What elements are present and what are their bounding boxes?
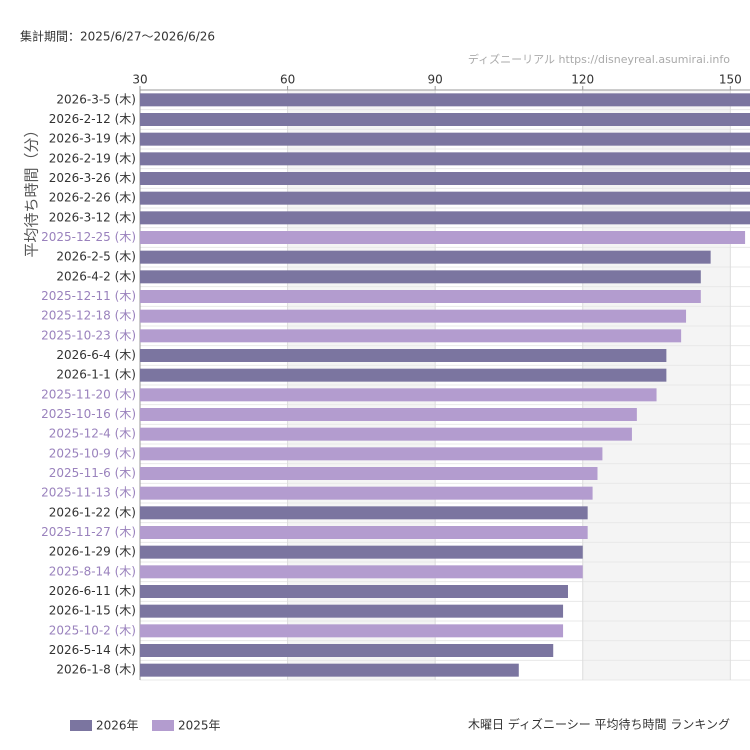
- caption: 木曜日 ディズニーシー 平均待ち時間 ランキング: [468, 717, 730, 732]
- bar: [140, 565, 583, 579]
- bar: [140, 663, 519, 677]
- y-tick-label: 2025-10-2 (木): [49, 623, 136, 637]
- y-tick-label: 2025-11-13 (木): [41, 486, 136, 500]
- source: ディズニーリアル https://disneyreal.asumirai.inf…: [468, 52, 730, 66]
- bar: [140, 526, 588, 539]
- bar: [140, 231, 746, 244]
- bar: [140, 132, 750, 146]
- y-tick-label: 2026-1-22 (木): [49, 505, 136, 519]
- x-tick-label: 150: [719, 73, 742, 87]
- y-axis-label: 平均待ち時間（分）: [23, 122, 41, 257]
- y-tick-label: 2026-1-29 (木): [49, 545, 136, 559]
- bar: [140, 467, 598, 480]
- bar: [140, 486, 593, 500]
- y-tick-label: 2025-12-4 (木): [49, 427, 136, 441]
- y-tick-label: 2025-12-11 (木): [41, 289, 136, 303]
- y-tick-label: 2026-1-1 (木): [56, 368, 136, 382]
- y-tick-label: 2025-12-25 (木): [41, 230, 136, 244]
- bar: [140, 408, 637, 421]
- y-tick-label: 2025-11-27 (木): [41, 525, 136, 539]
- bar: [140, 191, 750, 205]
- bar: [140, 290, 701, 303]
- y-tick-label: 2025-11-20 (木): [41, 387, 136, 401]
- bar: [140, 585, 568, 598]
- bar: [140, 309, 687, 323]
- bar: [140, 172, 750, 185]
- x-tick-label: 60: [280, 73, 295, 87]
- bar: [140, 329, 682, 343]
- y-tick-label: 2026-1-15 (木): [49, 604, 136, 618]
- bar: [140, 447, 603, 461]
- legend-label: 2026年: [96, 719, 139, 733]
- bar: [140, 506, 588, 520]
- y-tick-label: 2026-1-8 (木): [56, 663, 136, 677]
- y-tick-label: 2025-11-6 (木): [49, 466, 136, 480]
- y-tick-label: 2026-2-12 (木): [49, 112, 136, 126]
- y-tick-label: 2026-3-5 (木): [56, 92, 136, 106]
- y-tick-label: 2026-3-26 (木): [49, 171, 136, 185]
- y-tick-label: 2025-8-14 (木): [49, 564, 136, 578]
- bar: [140, 624, 564, 638]
- bar: [140, 349, 667, 362]
- bar: [140, 152, 750, 166]
- y-tick-label: 2026-6-4 (木): [56, 348, 136, 362]
- bars: [140, 93, 750, 677]
- bar: [140, 211, 750, 225]
- period: 集計期間：2025/6/27〜2026/6/26: [20, 29, 215, 44]
- legend-swatch: [70, 720, 92, 731]
- y-tick-label: 2026-5-14 (木): [49, 643, 136, 657]
- y-tick-label: 2025-10-16 (木): [41, 407, 136, 421]
- y-tick-label: 2026-2-5 (木): [56, 250, 136, 264]
- y-tick-label: 2026-2-26 (木): [49, 191, 136, 205]
- y-tick-label: 2026-3-12 (木): [49, 210, 136, 224]
- bar: [140, 113, 750, 126]
- y-tick-label: 2025-12-18 (木): [41, 309, 136, 323]
- bar: [140, 388, 657, 402]
- bar: [140, 545, 583, 559]
- legend-label: 2025年: [178, 719, 221, 733]
- x-tick-label: 120: [571, 73, 594, 87]
- bar: [140, 604, 564, 618]
- x-tick-label: 30: [132, 73, 147, 87]
- x-tick-label: 90: [428, 73, 443, 87]
- y-tick-label: 2026-4-2 (木): [56, 269, 136, 283]
- bar: [140, 270, 701, 284]
- legend-swatch: [152, 720, 174, 731]
- bar: [140, 250, 711, 264]
- y-tick-label: 2025-10-23 (木): [41, 328, 136, 342]
- y-tick-label: 2026-3-19 (木): [49, 132, 136, 146]
- y-tick-label: 2026-2-19 (木): [49, 151, 136, 165]
- y-tick-label: 2026-6-11 (木): [49, 584, 136, 598]
- bar: [140, 427, 632, 441]
- y-tick-label: 2025-10-9 (木): [49, 446, 136, 460]
- bar: [140, 368, 667, 382]
- bar: [140, 644, 554, 657]
- bar: [140, 93, 750, 107]
